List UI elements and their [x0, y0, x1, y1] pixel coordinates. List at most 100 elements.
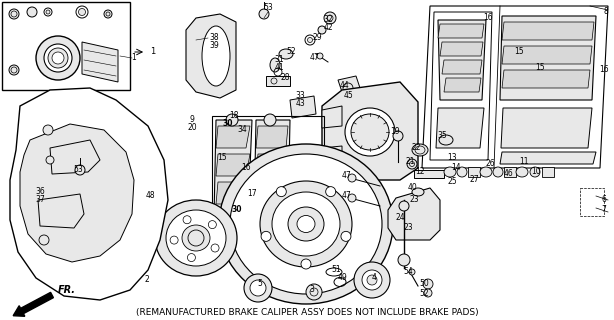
Circle shape — [36, 36, 80, 80]
Polygon shape — [214, 120, 252, 218]
Ellipse shape — [202, 26, 230, 86]
Circle shape — [308, 37, 313, 43]
Circle shape — [348, 194, 356, 202]
Circle shape — [399, 201, 409, 211]
Circle shape — [410, 162, 414, 166]
Text: 1: 1 — [131, 53, 136, 62]
Text: 5: 5 — [257, 279, 262, 289]
Text: 33: 33 — [295, 92, 305, 100]
Ellipse shape — [219, 144, 393, 304]
Bar — [504, 167, 516, 177]
Polygon shape — [10, 88, 168, 300]
Text: 47: 47 — [341, 172, 351, 180]
Text: 37: 37 — [35, 196, 45, 204]
Text: 48: 48 — [145, 191, 155, 201]
Circle shape — [208, 220, 216, 228]
Ellipse shape — [444, 167, 456, 177]
Text: 24: 24 — [395, 213, 405, 222]
Polygon shape — [256, 154, 288, 176]
Text: 29: 29 — [312, 34, 322, 43]
Bar — [414, 170, 444, 178]
Text: 16: 16 — [241, 164, 251, 172]
Circle shape — [325, 187, 336, 196]
Ellipse shape — [182, 225, 210, 251]
Text: 30: 30 — [223, 119, 233, 129]
Ellipse shape — [270, 58, 280, 72]
Polygon shape — [216, 126, 250, 148]
Circle shape — [276, 187, 286, 196]
Circle shape — [75, 165, 85, 175]
Ellipse shape — [166, 210, 226, 266]
Polygon shape — [256, 182, 288, 204]
Text: 20: 20 — [187, 124, 197, 132]
Text: 11: 11 — [519, 157, 529, 166]
Polygon shape — [216, 182, 250, 204]
Circle shape — [354, 262, 390, 298]
Polygon shape — [82, 42, 118, 82]
Circle shape — [341, 231, 351, 241]
Ellipse shape — [351, 114, 389, 150]
Text: 52: 52 — [286, 47, 296, 57]
Circle shape — [44, 44, 72, 72]
Text: 43: 43 — [295, 100, 305, 108]
Polygon shape — [186, 14, 236, 98]
Polygon shape — [500, 152, 596, 164]
Text: 7: 7 — [602, 205, 607, 214]
Circle shape — [52, 52, 64, 64]
Polygon shape — [440, 42, 483, 56]
Circle shape — [9, 65, 19, 75]
Text: 2: 2 — [145, 276, 149, 284]
Text: 45: 45 — [343, 92, 353, 100]
Circle shape — [48, 48, 68, 68]
Polygon shape — [502, 22, 594, 40]
Circle shape — [104, 10, 112, 18]
Text: 35: 35 — [437, 132, 447, 140]
Ellipse shape — [272, 192, 340, 256]
Text: 15: 15 — [535, 63, 545, 73]
Ellipse shape — [230, 154, 382, 294]
Text: 23: 23 — [409, 196, 419, 204]
Circle shape — [9, 9, 19, 19]
Text: 53: 53 — [263, 4, 273, 12]
Text: 42: 42 — [323, 23, 333, 33]
Text: 21: 21 — [405, 157, 414, 166]
Circle shape — [27, 7, 37, 17]
Polygon shape — [502, 70, 590, 88]
Polygon shape — [438, 24, 484, 38]
Circle shape — [244, 274, 272, 302]
Text: 28: 28 — [280, 74, 290, 83]
Text: 15: 15 — [514, 47, 524, 57]
Text: 3: 3 — [309, 285, 314, 294]
Circle shape — [188, 230, 204, 246]
Polygon shape — [501, 108, 592, 148]
Text: 49: 49 — [337, 274, 347, 283]
Text: 47: 47 — [341, 191, 351, 201]
Bar — [542, 167, 554, 177]
Bar — [580, 188, 604, 216]
Text: 26: 26 — [485, 159, 495, 169]
Circle shape — [79, 9, 85, 15]
Ellipse shape — [260, 181, 352, 267]
Polygon shape — [290, 96, 316, 118]
Text: 12: 12 — [415, 167, 425, 177]
Circle shape — [318, 26, 326, 34]
Circle shape — [530, 167, 540, 177]
Ellipse shape — [480, 167, 492, 177]
Text: 23: 23 — [403, 223, 413, 233]
Ellipse shape — [288, 207, 324, 241]
Polygon shape — [436, 108, 484, 148]
Circle shape — [348, 174, 356, 182]
Text: 17: 17 — [247, 189, 257, 198]
Circle shape — [39, 235, 49, 245]
Text: 25: 25 — [447, 178, 457, 187]
Polygon shape — [38, 194, 84, 228]
Text: 39: 39 — [209, 42, 219, 51]
Ellipse shape — [439, 135, 453, 145]
Polygon shape — [322, 146, 342, 166]
Text: 22: 22 — [411, 143, 421, 153]
Circle shape — [367, 275, 377, 285]
Circle shape — [46, 10, 50, 14]
Text: 30: 30 — [231, 205, 243, 214]
Polygon shape — [338, 76, 362, 98]
Text: 4: 4 — [371, 274, 376, 283]
